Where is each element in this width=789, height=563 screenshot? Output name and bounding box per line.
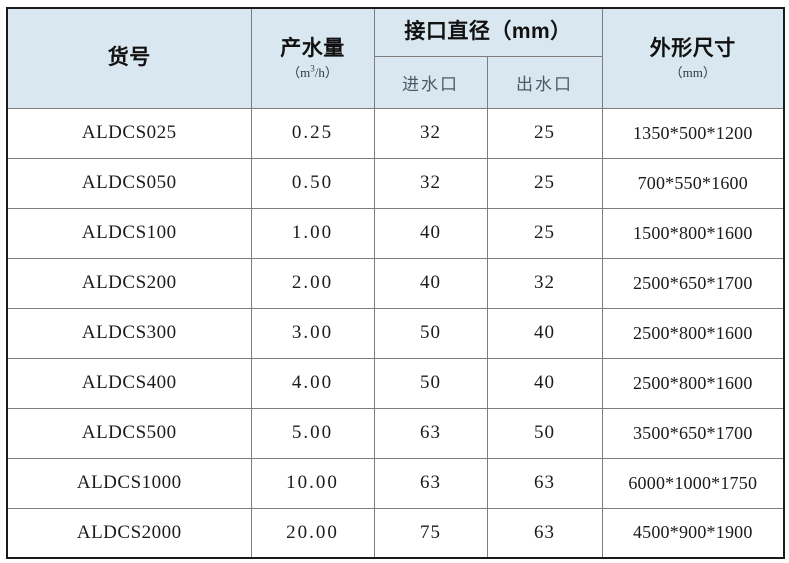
table-body: ALDCS025 0.25 32 25 1350*500*1200 ALDCS050 0.5… (6, 107, 785, 559)
column-header-flow-unit: （m3/h） (252, 63, 374, 81)
specification-table: 货号 产水量 （m3/h） 接口直径（mm） 外形尺寸 （mm） 进水口 出水口 (6, 7, 786, 559)
column-header-model-label: 货号 (107, 46, 151, 70)
cell-model: ALDCS100 (6, 207, 252, 259)
cell-dimension: 1350*500*1200 (601, 107, 785, 159)
cell-flow: 5.00 (250, 407, 375, 459)
column-header-dimension: 外形尺寸 （mm） (601, 7, 785, 109)
cell-port-outlet: 25 (486, 207, 603, 259)
column-header-flow: 产水量 （m3/h） (250, 7, 375, 109)
table-header-row-secondary: 进水口 出水口 (7, 55, 784, 109)
flow-unit-superscript: 3 (310, 63, 315, 74)
cell-dimension: 1500*800*1600 (601, 207, 785, 259)
table-row: ALDCS2000 20.00 75 63 4500*900*1900 (6, 507, 785, 559)
cell-flow: 2.00 (250, 257, 375, 309)
cell-port-inlet: 40 (373, 207, 488, 259)
column-header-model: 货号 (6, 7, 252, 109)
cell-flow: 0.25 (250, 107, 375, 159)
cell-model: ALDCS025 (6, 107, 252, 159)
cell-port-outlet: 32 (486, 257, 603, 309)
cell-port-inlet: 75 (373, 507, 488, 559)
cell-dimension: 6000*1000*1750 (601, 457, 785, 509)
cell-dimension: 700*550*1600 (601, 157, 785, 209)
cell-flow: 0.50 (250, 157, 375, 209)
table-row: ALDCS300 3.00 50 40 2500*800*1600 (6, 307, 785, 359)
cell-port-outlet: 50 (486, 407, 603, 459)
cell-port-outlet: 40 (486, 307, 603, 359)
column-header-port-outlet: 出水口 (486, 55, 603, 109)
cell-model: ALDCS300 (6, 307, 252, 359)
specification-table-container: 货号 产水量 （m3/h） 接口直径（mm） 外形尺寸 （mm） 进水口 出水口 (6, 7, 786, 559)
cell-model: ALDCS050 (6, 157, 252, 209)
cell-port-outlet: 25 (486, 157, 603, 209)
cell-port-inlet: 50 (373, 307, 488, 359)
cell-port-inlet: 32 (373, 107, 488, 159)
cell-flow: 10.00 (250, 457, 375, 509)
cell-port-inlet: 50 (373, 357, 488, 409)
cell-port-inlet: 63 (373, 457, 488, 509)
flow-unit-prefix: （m (287, 64, 311, 80)
cell-dimension: 3500*650*1700 (601, 407, 785, 459)
table-row: ALDCS050 0.50 32 25 700*550*1600 (6, 157, 785, 209)
cell-model: ALDCS2000 (6, 507, 252, 559)
cell-port-outlet: 40 (486, 357, 603, 409)
cell-port-inlet: 32 (373, 157, 488, 209)
cell-dimension: 2500*800*1600 (601, 357, 785, 409)
cell-port-outlet: 63 (486, 457, 603, 509)
table-row: ALDCS1000 10.00 63 63 6000*1000*1750 (6, 457, 785, 509)
cell-model: ALDCS1000 (6, 457, 252, 509)
table-header-row-primary: 货号 产水量 （m3/h） 接口直径（mm） 外形尺寸 （mm） (6, 7, 785, 109)
table-row: ALDCS025 0.25 32 25 1350*500*1200 (6, 107, 785, 159)
column-header-flow-label: 产水量 (280, 36, 345, 60)
flow-unit-suffix: /h） (314, 64, 338, 80)
cell-dimension: 4500*900*1900 (601, 507, 785, 559)
table-row: ALDCS200 2.00 40 32 2500*650*1700 (6, 257, 785, 309)
cell-flow: 1.00 (250, 207, 375, 259)
cell-model: ALDCS400 (6, 357, 252, 409)
column-header-dimension-unit: （mm） (669, 64, 716, 80)
table-row: ALDCS400 4.00 50 40 2500*800*1600 (6, 357, 785, 409)
column-header-dimension-label: 外形尺寸 (649, 36, 736, 60)
column-header-port-diameter-label: 接口直径（mm） (404, 20, 572, 44)
cell-port-inlet: 40 (373, 257, 488, 309)
table-row: ALDCS500 5.00 63 50 3500*650*1700 (6, 407, 785, 459)
column-header-port-diameter: 接口直径（mm） (373, 7, 603, 57)
cell-dimension: 2500*800*1600 (601, 307, 785, 359)
cell-port-inlet: 63 (373, 407, 488, 459)
cell-port-outlet: 63 (486, 507, 603, 559)
table-header: 货号 产水量 （m3/h） 接口直径（mm） 外形尺寸 （mm） 进水口 出水口 (6, 7, 785, 109)
cell-flow: 20.00 (250, 507, 375, 559)
cell-dimension: 2500*650*1700 (601, 257, 785, 309)
column-header-port-inlet: 进水口 (373, 55, 488, 109)
cell-model: ALDCS200 (6, 257, 252, 309)
cell-flow: 3.00 (250, 307, 375, 359)
cell-port-outlet: 25 (486, 107, 603, 159)
cell-model: ALDCS500 (6, 407, 252, 459)
cell-flow: 4.00 (250, 357, 375, 409)
table-row: ALDCS100 1.00 40 25 1500*800*1600 (6, 207, 785, 259)
